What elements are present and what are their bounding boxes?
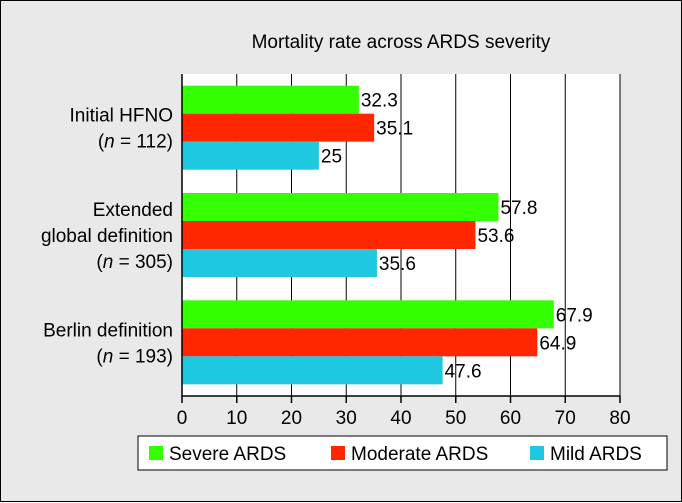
value-label-severe-ards-1: 57.8 (500, 198, 537, 219)
value-label-moderate-ards-2: 64.9 (539, 333, 576, 354)
x-tick-label-40: 40 (390, 408, 411, 429)
legend-box (137, 435, 668, 471)
value-label-mild-ards-1: 35.6 (379, 254, 416, 275)
value-label-moderate-ards-0: 35.1 (376, 119, 413, 140)
legend-swatch-mild-ards (530, 446, 544, 460)
legend-label-moderate-ards: Moderate ARDS (351, 444, 488, 465)
category-label-1-line-0: Extended (93, 200, 173, 221)
x-tick-label-70: 70 (555, 408, 576, 429)
category-n-label-0: (n = 112) (98, 132, 173, 153)
chart-title: Mortality rate across ARDS severity (252, 32, 551, 53)
bar-severe-ards-0 (182, 85, 359, 114)
x-tick-label-10: 10 (226, 408, 247, 429)
x-tick-label-60: 60 (500, 408, 521, 429)
legend: Severe ARDS Moderate ARDS Mild ARDS (149, 444, 642, 465)
bar-moderate-ards-1 (182, 221, 476, 249)
bar-mild-ards-1 (182, 249, 377, 277)
bar-mild-ards-0 (182, 141, 319, 170)
value-label-moderate-ards-1: 53.6 (477, 226, 514, 247)
category-label-2-line-0: Berlin definition (43, 320, 173, 341)
value-label-severe-ards-0: 32.3 (361, 91, 398, 112)
bar-severe-ards-2 (182, 300, 554, 329)
bar-severe-ards-1 (182, 193, 499, 221)
x-tick-label-30: 30 (336, 408, 357, 429)
legend-swatch-severe-ards (149, 446, 163, 460)
bar-mild-ards-2 (182, 356, 443, 385)
legend-swatch-moderate-ards (331, 446, 345, 460)
x-tick-label-50: 50 (445, 408, 466, 429)
bar-moderate-ards-0 (182, 113, 375, 142)
category-n-label-2: (n = 193) (96, 346, 173, 367)
legend-label-severe-ards: Severe ARDS (169, 444, 286, 465)
value-label-severe-ards-2: 67.9 (556, 305, 593, 326)
category-n-label-1: (n = 305) (96, 252, 173, 273)
value-label-mild-ards-0: 25 (321, 147, 342, 168)
x-tick-label-0: 0 (177, 408, 188, 429)
bar-moderate-ards-2 (182, 328, 538, 357)
category-label-1-line-1: global definition (41, 226, 173, 247)
x-tick-label-80: 80 (609, 408, 630, 429)
x-tick-label-20: 20 (281, 408, 302, 429)
category-label-0-line-0: Initial HFNO (70, 106, 173, 127)
value-label-mild-ards-2: 47.6 (445, 361, 482, 382)
legend-label-mild-ards: Mild ARDS (550, 444, 642, 465)
